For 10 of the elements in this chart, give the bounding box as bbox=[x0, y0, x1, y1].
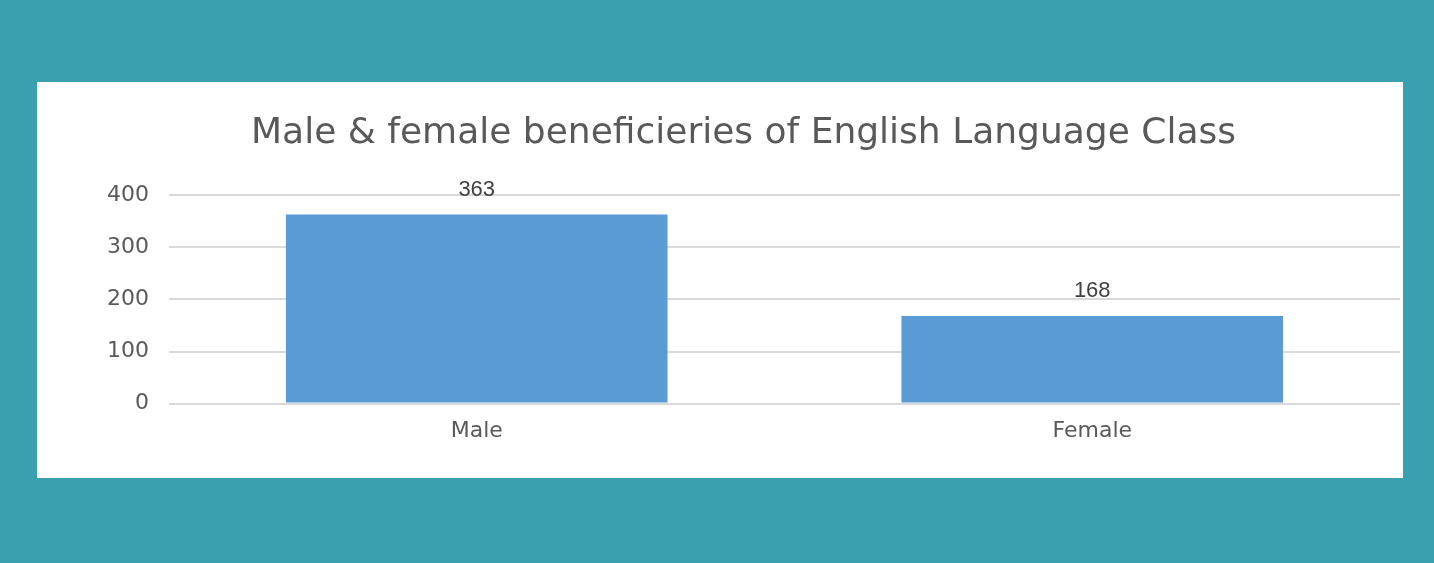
y-tick-label: 200 bbox=[106, 285, 149, 311]
y-tick-label: 300 bbox=[106, 233, 149, 259]
y-tick-label: 100 bbox=[106, 337, 149, 363]
data-label: 168 bbox=[1073, 277, 1111, 303]
x-tick-label: Male bbox=[450, 416, 503, 442]
chart-title: Male & female beneficieries of English Language Class bbox=[251, 109, 1236, 151]
y-tick-label: 400 bbox=[106, 180, 149, 206]
x-tick-label: Female bbox=[1052, 416, 1133, 442]
data-label: 363 bbox=[458, 175, 496, 201]
y-tick-label: 0 bbox=[134, 389, 149, 415]
